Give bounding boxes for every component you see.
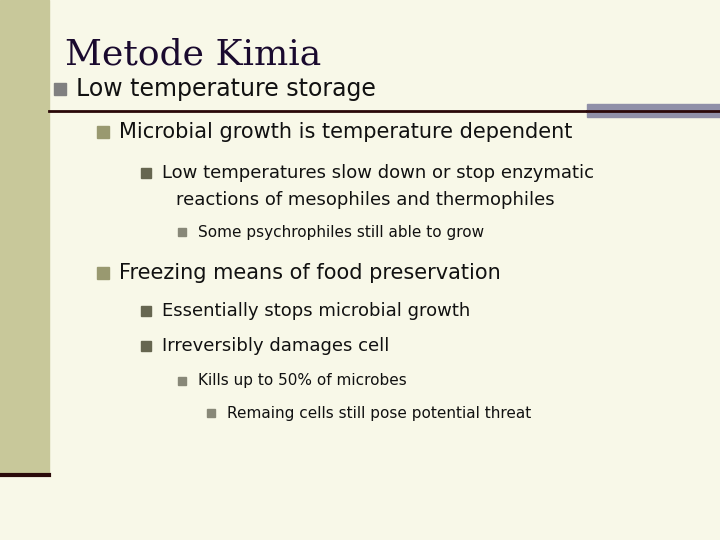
Text: reactions of mesophiles and thermophiles: reactions of mesophiles and thermophiles [176,191,555,209]
Text: Metode Kimia: Metode Kimia [65,38,321,72]
Text: Low temperature storage: Low temperature storage [76,77,375,101]
Bar [0,0,49,475]
Text: Microbial growth is temperature dependent: Microbial growth is temperature dependen… [119,122,572,143]
Text: Irreversibly damages cell: Irreversibly damages cell [162,336,390,355]
Text: Freezing means of food preservation: Freezing means of food preservation [119,262,500,283]
Bar [587,104,720,117]
Text: Essentially stops microbial growth: Essentially stops microbial growth [162,301,470,320]
Text: Kills up to 50% of microbes: Kills up to 50% of microbes [198,373,407,388]
Text: Remaing cells still pose potential threat: Remaing cells still pose potential threa… [227,406,531,421]
Text: Some psychrophiles still able to grow: Some psychrophiles still able to grow [198,225,484,240]
Text: Low temperatures slow down or stop enzymatic: Low temperatures slow down or stop enzym… [162,164,594,182]
